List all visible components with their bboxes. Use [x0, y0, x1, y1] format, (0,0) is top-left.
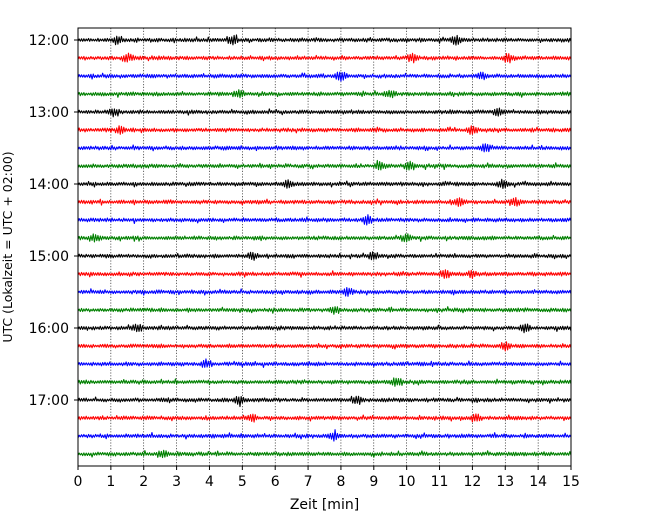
x-tick-label: 2: [139, 474, 148, 490]
trace-1715: [77, 413, 572, 423]
trace-1600: [77, 323, 572, 334]
trace-1415: [77, 197, 572, 207]
x-tick-label: 10: [398, 474, 416, 490]
x-tick-label: 13: [496, 474, 514, 490]
x-tick-label: 0: [74, 474, 83, 490]
x-axis-title: Zeit [min]: [290, 497, 359, 513]
trace-1330: [77, 143, 572, 153]
y-tick-label: 16:00: [29, 321, 69, 337]
x-tick-label: 3: [172, 474, 181, 490]
trace-1245: [77, 89, 572, 99]
trace-1300: [77, 107, 572, 118]
y-axis-ticks: 12:00 13:00 14:00 15:00 16:00 17:00: [29, 33, 78, 409]
plot-frame: [77, 27, 572, 467]
vertical-gridlines: [110, 28, 539, 466]
trace-1730: [77, 429, 572, 442]
trace-1430: [77, 214, 572, 226]
trace-1630: [77, 358, 572, 368]
x-tick-label: 8: [336, 474, 345, 490]
x-axis-ticks: 0 1 2 3 4 5 6 7 8 9 10 11 12 13 14 15: [74, 466, 580, 490]
x-tick-label: 1: [106, 474, 115, 490]
x-tick-label: 6: [271, 474, 280, 490]
trace-1500: [77, 251, 572, 261]
y-tick-label: 15:00: [29, 249, 69, 265]
x-tick-label: 4: [205, 474, 214, 490]
trace-1445: [77, 233, 572, 243]
trace-1615: [77, 341, 572, 352]
x-tick-label: 9: [369, 474, 378, 490]
x-tick-label: 12: [463, 474, 481, 490]
y-axis-title: UTC (Lokalzeit = UTC + 02:00): [0, 151, 15, 342]
trace-1645: [77, 377, 572, 387]
traces: [77, 34, 572, 459]
trace-1400: [77, 178, 572, 190]
y-tick-label: 17:00: [29, 393, 69, 409]
trace-1745: [77, 449, 572, 459]
y-tick-label: 12:00: [29, 33, 69, 49]
trace-1215: [77, 52, 572, 64]
x-tick-label: 11: [431, 474, 449, 490]
trace-1545: [77, 306, 572, 315]
trace-1200: [77, 34, 572, 46]
trace-1700: [77, 395, 572, 408]
trace-1530: [77, 287, 572, 297]
x-tick-label: 14: [529, 474, 547, 490]
y-tick-label: 13:00: [29, 105, 69, 121]
trace-1315: [77, 125, 572, 135]
trace-1230: [77, 71, 572, 82]
y-tick-label: 14:00: [29, 177, 69, 193]
trace-1515: [77, 269, 572, 279]
x-tick-label: 7: [304, 474, 313, 490]
trace-1345: [77, 159, 572, 171]
x-tick-label: 5: [238, 474, 247, 490]
x-tick-label: 15: [562, 474, 580, 490]
